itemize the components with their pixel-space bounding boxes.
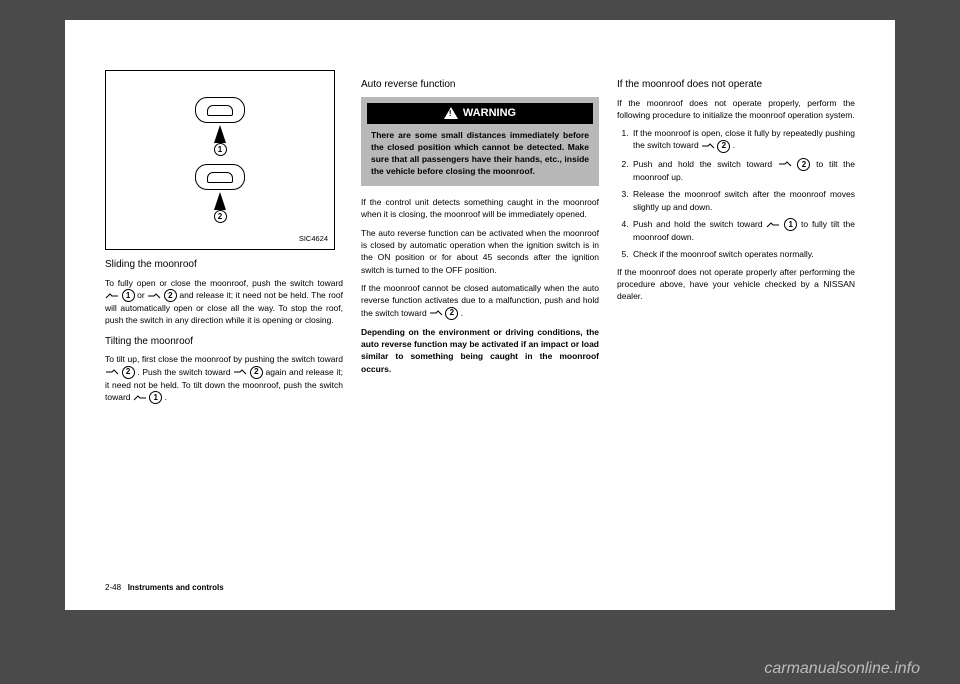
page-number: 2-48: [105, 583, 121, 592]
watermark: carmanualsonline.info: [764, 660, 920, 678]
warning-header: WARNING: [367, 103, 593, 125]
section-title: Instruments and controls: [128, 583, 224, 592]
procedure-list: If the moonroof is open, close it fully …: [617, 127, 855, 261]
warning-body: There are some small distances immediate…: [367, 124, 593, 180]
para-auto3: If the moonroof cannot be closed automat…: [361, 282, 599, 320]
slide-open-icon: [766, 221, 780, 229]
heading-tilting: Tilting the moonroof: [105, 335, 343, 350]
slide-close-icon: [147, 292, 161, 300]
para-sliding: To fully open or close the moonroof, pus…: [105, 277, 343, 327]
slide-close-icon: [701, 142, 715, 150]
figure-code: SIC4624: [299, 234, 328, 245]
step-4: Push and hold the switch toward 1 to ful…: [631, 218, 855, 244]
switch-2-icon: [195, 164, 245, 190]
page-footer: 2-48 Instruments and controls: [105, 583, 224, 592]
warning-triangle-icon: [444, 107, 458, 119]
slide-close-icon: [233, 368, 247, 376]
warning-title: WARNING: [463, 106, 516, 122]
para-auto2: The auto reverse function can be activat…: [361, 227, 599, 276]
slide-open-icon: [133, 394, 147, 402]
para-auto1: If the control unit detects something ca…: [361, 196, 599, 221]
warning-box: WARNING There are some small distances i…: [361, 97, 599, 187]
step-5: Check if the moonroof switch operates no…: [631, 248, 855, 260]
column-2: Auto reverse function WARNING There are …: [361, 70, 599, 590]
step-1: If the moonroof is open, close it fully …: [631, 127, 855, 153]
arrow-up-icon: [214, 192, 226, 210]
para-dealer: If the moonroof does not operate properl…: [617, 266, 855, 303]
step-3: Release the moonroof switch after the mo…: [631, 188, 855, 213]
slide-close-icon: [105, 368, 119, 376]
slide-close-icon: [429, 309, 443, 317]
para-tilting: To tilt up, first close the moonroof by …: [105, 353, 343, 404]
para-init: If the moonroof does not operate properl…: [617, 97, 855, 122]
switch-1-icon: [195, 97, 245, 123]
slide-close-icon: [778, 160, 792, 168]
heading-sliding: Sliding the moonroof: [105, 258, 343, 273]
arrow-up-icon: [214, 125, 226, 143]
column-3: If the moonroof does not operate If the …: [617, 70, 855, 590]
step-2: Push and hold the switch toward 2 to til…: [631, 158, 855, 184]
column-1: 1 2 SIC4624 Sliding the moonroof To full…: [105, 70, 343, 590]
label-2: 2: [214, 210, 227, 223]
heading-auto-reverse: Auto reverse function: [361, 78, 599, 93]
para-auto4: Depending on the environment or driving …: [361, 326, 599, 375]
slide-open-icon: [105, 292, 119, 300]
heading-not-operate: If the moonroof does not operate: [617, 78, 855, 93]
label-1: 1: [214, 143, 227, 156]
switch-diagram: 1 2 SIC4624: [105, 70, 335, 250]
manual-page: 1 2 SIC4624 Sliding the moonroof To full…: [65, 20, 895, 610]
